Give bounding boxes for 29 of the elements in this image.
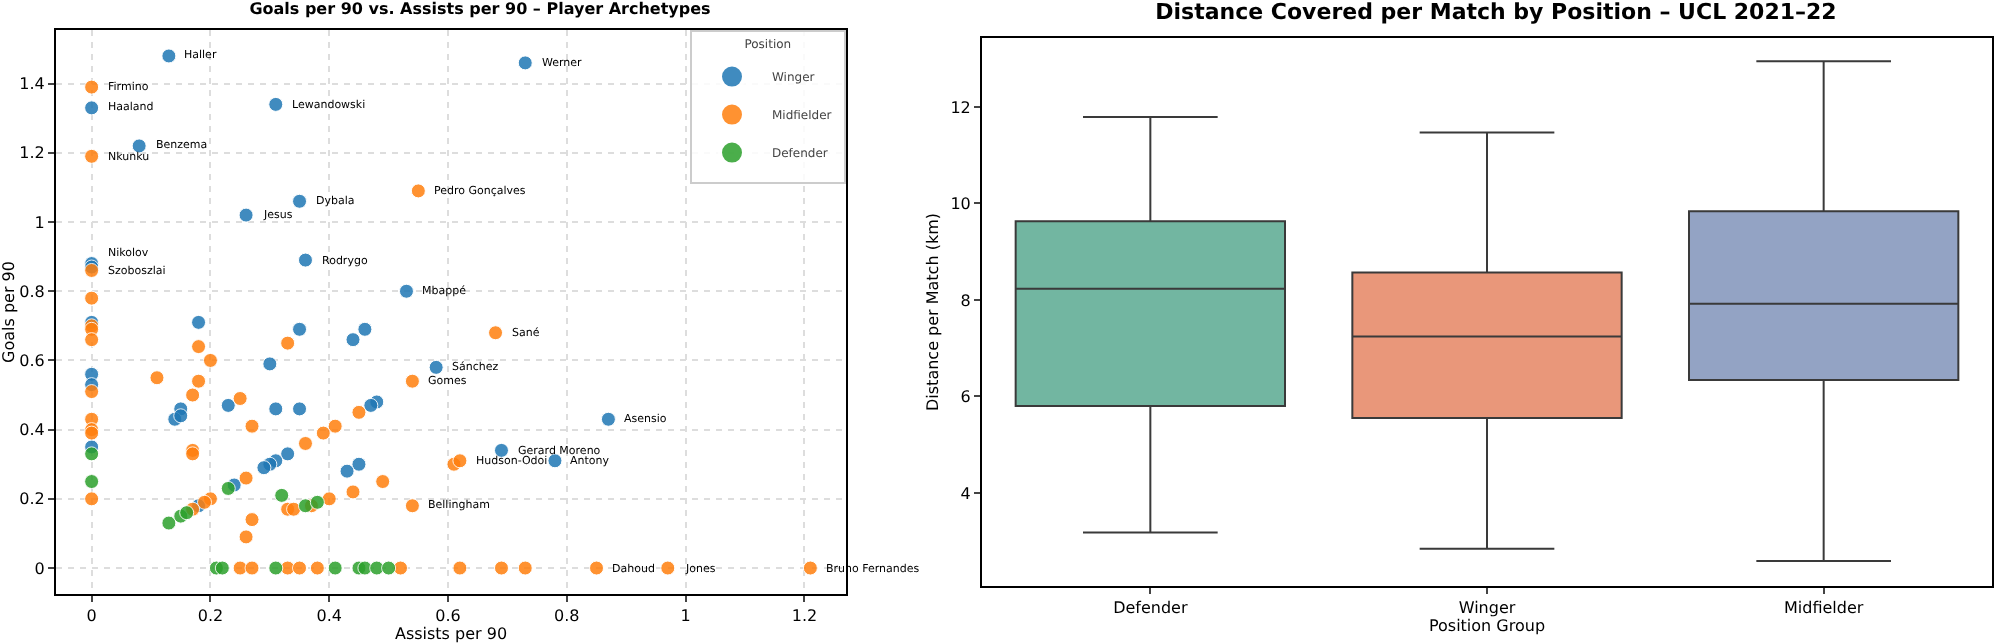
x-axis-title: Assists per 90 <box>394 625 508 644</box>
y-axis-title: Goals per 90 <box>0 261 18 363</box>
x-tick-label: Midfielder <box>1783 599 1865 618</box>
y-tick-label: 8 <box>960 291 971 310</box>
y-tick-label: 0.4 <box>19 421 45 440</box>
y-tick-label: 0.6 <box>19 352 45 371</box>
x-tick-label: 0.4 <box>316 607 342 626</box>
y-tick-label: 0 <box>34 559 45 578</box>
x-tick-label: Winger <box>1458 599 1517 618</box>
y-tick-label: 6 <box>960 388 971 407</box>
y-tick-label: 4 <box>960 484 971 503</box>
y-tick-label: 0.2 <box>19 490 45 509</box>
y-tick-label: 1.4 <box>19 75 45 94</box>
y-tick-label: 1 <box>34 213 45 232</box>
x-tick-label: 0 <box>86 607 97 626</box>
x-axis-title: Position Group <box>1428 617 1546 636</box>
x-tick-label: Defender <box>1113 599 1189 618</box>
x-tick-label: 0.6 <box>435 607 461 626</box>
y-axis-title: Distance per Match (km) <box>923 213 942 411</box>
x-tick-label: 0.8 <box>554 607 580 626</box>
x-tick-label: 1 <box>680 607 691 626</box>
y-tick-label: 10 <box>950 195 971 214</box>
x-tick-label: 0.2 <box>197 607 224 626</box>
y-tick-label: 12 <box>950 98 971 117</box>
y-tick-label: 0.8 <box>19 282 45 301</box>
y-tick-label: 1.2 <box>19 144 45 163</box>
chart-title: Distance Covered per Match by Position – UCL 2021–22 <box>1155 0 1837 25</box>
chart-title: Goals per 90 vs. Assists per 90 – Player Archetypes <box>249 0 712 19</box>
x-tick-label: 1.2 <box>791 607 818 626</box>
